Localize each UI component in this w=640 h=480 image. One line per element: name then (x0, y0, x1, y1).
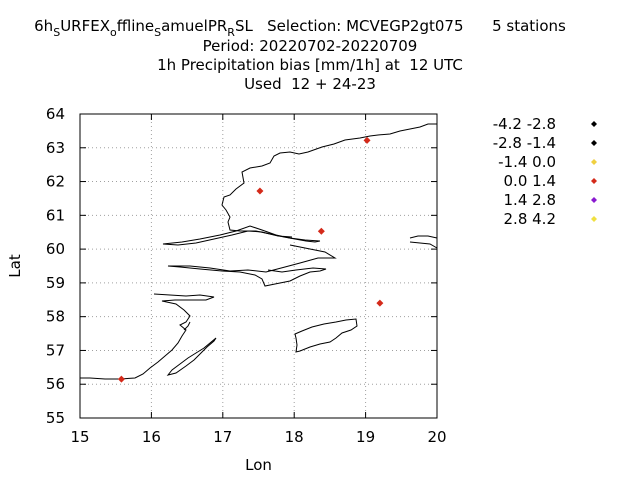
legend-label: -1.4 0.0 (498, 153, 556, 171)
title-segment: ffline (116, 17, 155, 35)
plot-frame (79, 113, 438, 419)
y-tick-label: 61 (46, 206, 65, 224)
chart-title-line-4: Used 12 + 24-23 (244, 75, 376, 93)
legend-marker (591, 197, 597, 203)
legend-label: 1.4 2.8 (504, 191, 556, 209)
legend: -4.2 -2.8-2.8 -1.4-1.4 0.00.0 1.41.4 2.8… (493, 115, 597, 228)
x-tick-label: 19 (356, 428, 375, 446)
y-tick-label: 56 (46, 375, 65, 393)
y-tick-label: 62 (46, 173, 65, 191)
y-tick-label: 57 (46, 341, 65, 359)
legend-label: 0.0 1.4 (504, 172, 556, 190)
y-tick-label: 64 (46, 105, 65, 123)
y-tick-label: 55 (46, 409, 65, 427)
title-segment: amuelPR (161, 17, 228, 35)
station-point (376, 299, 384, 307)
y-tick-label: 63 (46, 139, 65, 157)
coastline (80, 123, 438, 380)
title-subscript: S (154, 26, 162, 39)
legend-marker (591, 178, 597, 184)
x-tick-label: 18 (285, 428, 304, 446)
x-tick-label: 15 (70, 428, 89, 446)
chart-title-line-1: 6hSURFEXofflineSamuelPRRSL Selection: MC… (0, 17, 610, 39)
title-subscript: R (227, 26, 235, 39)
chart-title-line-3: 1h Precipitation bias [mm/1h] at 12 UTC (157, 56, 463, 74)
station-point (363, 136, 371, 144)
axis-ticks: 15 16 17 18 19 20 55 56 57 58 59 60 61 62 63 64 (46, 105, 447, 446)
title-segment: SL Selection: MCVEGP2gt075 5 stations (234, 17, 566, 35)
title-subscript: S (53, 26, 61, 39)
y-tick-label: 59 (46, 274, 65, 292)
title-segment: URFEX (60, 17, 110, 35)
legend-label: -4.2 -2.8 (493, 115, 556, 133)
x-axis-label: Lon (245, 456, 272, 474)
x-tick-label: 20 (427, 428, 446, 446)
station-point (117, 375, 125, 383)
legend-marker (591, 159, 597, 165)
grid-lines (80, 114, 437, 418)
legend-marker (591, 140, 597, 146)
data-points (117, 136, 384, 383)
legend-marker (591, 121, 597, 127)
x-tick-label: 16 (142, 428, 161, 446)
station-point (256, 187, 264, 195)
legend-marker (591, 216, 597, 222)
legend-label: 2.8 4.2 (504, 210, 556, 228)
y-axis-label: Lat (6, 254, 24, 278)
legend-label: -2.8 -1.4 (493, 134, 556, 152)
title-segment: 6h (34, 17, 54, 35)
x-tick-label: 17 (213, 428, 232, 446)
chart-title-line-2: Period: 20220702-20220709 (202, 37, 418, 55)
title-subscript: o (109, 26, 117, 39)
station-point (317, 227, 325, 235)
y-tick-label: 58 (46, 308, 65, 326)
y-tick-label: 60 (46, 240, 65, 258)
